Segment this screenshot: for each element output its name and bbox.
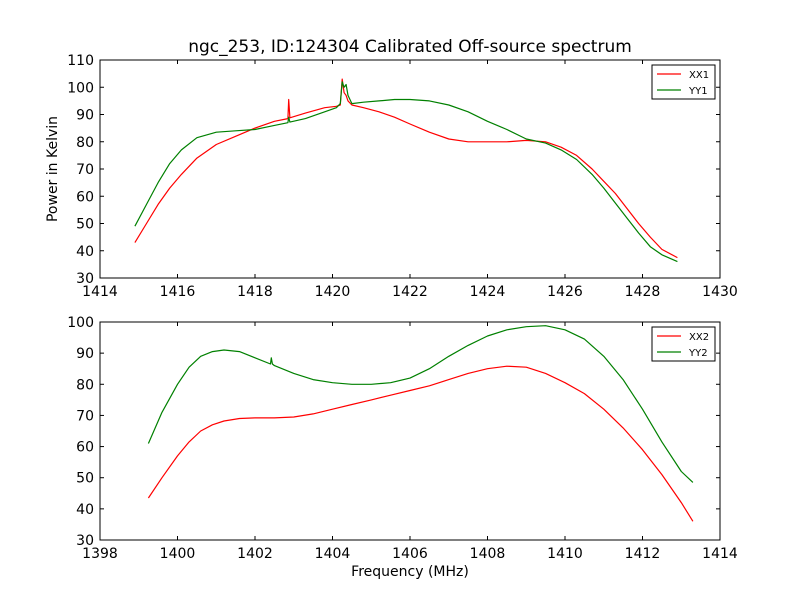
top-legend-box	[651, 64, 716, 100]
y-tick-label: 30	[76, 271, 94, 287]
x-tick-label: 1402	[237, 546, 273, 562]
x-tick-label: 1424	[470, 284, 506, 300]
y-tick-label: 80	[76, 377, 94, 393]
y-tick-label: 70	[76, 408, 94, 424]
bottom-legend: XX2 YY2	[651, 326, 716, 362]
x-tick-label: 1408	[470, 546, 506, 562]
x-tick-label: 1400	[160, 546, 196, 562]
x-tick-label: 1406	[392, 546, 428, 562]
x-tick-label: 1420	[315, 284, 351, 300]
bottom-series-layer	[147, 325, 694, 522]
x-tick-label: 1418	[237, 284, 273, 300]
x-tick-label: 1422	[392, 284, 428, 300]
y-tick-label: 90	[76, 346, 94, 362]
x-tick-label: 1414	[82, 284, 118, 300]
y-tick-label: 80	[76, 135, 94, 151]
bottom-ticks-layer: 1398 1400 1402 1404 1406 1408 1410 1412 1414 30 40…	[67, 315, 738, 562]
top-legend-label-xx1: XX1	[689, 70, 709, 81]
bottom-legend-label-yy2: YY2	[688, 348, 708, 359]
x-tick-label: 1404	[315, 546, 351, 562]
series-line-xx1	[134, 78, 678, 259]
x-tick-label: 1398	[82, 546, 118, 562]
x-tick-label: 1426	[547, 284, 583, 300]
x-tick-label: 1416	[160, 284, 196, 300]
top-legend: XX1 YY1	[651, 64, 716, 100]
y-tick-label: 60	[76, 440, 94, 456]
x-tick-label: 1410	[547, 546, 583, 562]
top-legend-label-yy1: YY1	[688, 86, 708, 97]
y-tick-label: 30	[76, 533, 94, 549]
y-tick-label: 40	[76, 502, 94, 518]
y-tick-label: 60	[76, 189, 94, 205]
x-tick-label: 1428	[625, 284, 661, 300]
top-subplot: ngc_253, ID:124304 Calibrated Off-source…	[45, 37, 738, 300]
bottom-legend-label-xx2: XX2	[689, 332, 709, 343]
top-series-layer	[134, 78, 678, 263]
bottom-plot-frame	[99, 321, 721, 541]
y-tick-label: 100	[67, 80, 94, 96]
bottom-legend-box	[651, 326, 716, 362]
y-tick-label: 100	[67, 315, 94, 331]
series-line-xx2	[147, 365, 694, 522]
x-tick-label: 1412	[625, 546, 661, 562]
bottom-subplot: Frequency (MHz) 1398 1400 1402 1404 1406 1408…	[67, 315, 738, 580]
y-tick-label: 110	[67, 53, 94, 69]
bottom-x-axis-label: Frequency (MHz)	[351, 564, 469, 580]
series-line-yy2	[147, 325, 694, 483]
y-tick-label: 70	[76, 162, 94, 178]
top-chart-title: ngc_253, ID:124304 Calibrated Off-source…	[188, 37, 632, 57]
series-line-yy1	[134, 81, 678, 263]
top-plot-frame	[99, 59, 721, 279]
y-tick-label: 50	[76, 217, 94, 233]
top-ticks-layer: 1414 1416 1418 1420 1422 1424 1426 1428 1430 30 40…	[67, 53, 738, 300]
y-tick-label: 40	[76, 244, 94, 260]
y-tick-label: 50	[76, 471, 94, 487]
y-tick-label: 90	[76, 108, 94, 124]
x-tick-label: 1430	[702, 284, 738, 300]
top-y-axis-label: Power in Kelvin	[45, 116, 61, 222]
x-tick-label: 1414	[702, 546, 738, 562]
